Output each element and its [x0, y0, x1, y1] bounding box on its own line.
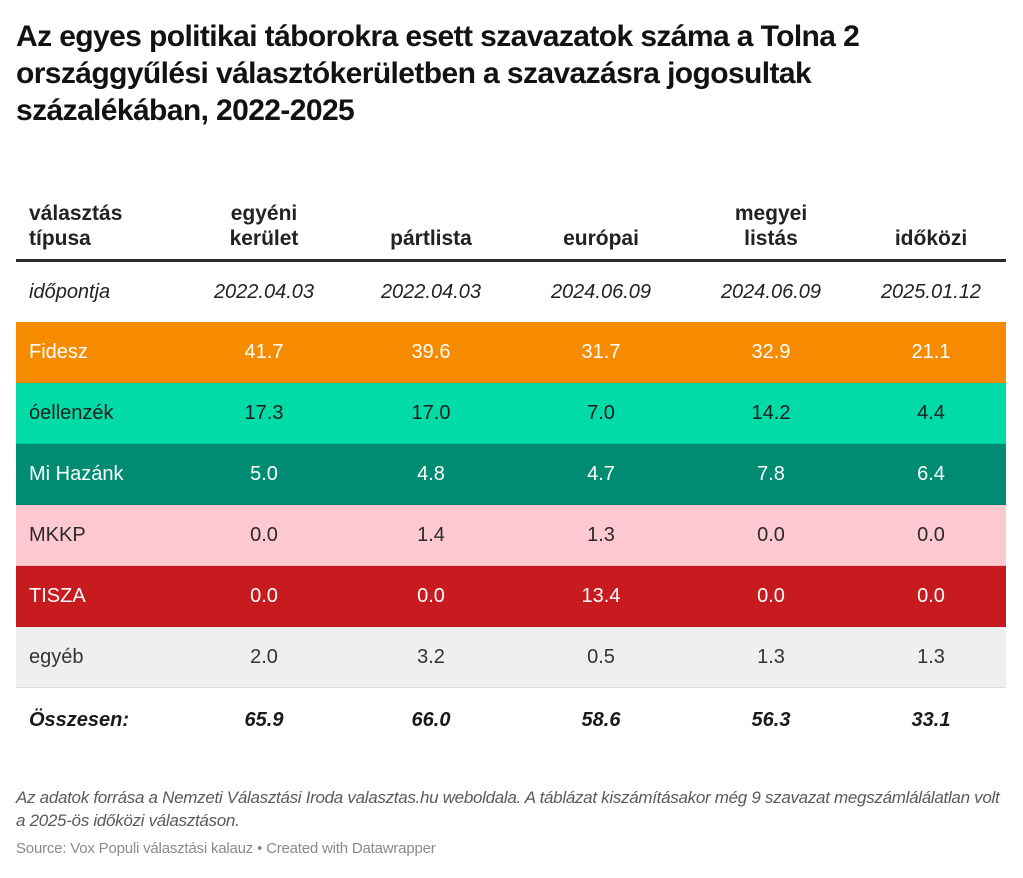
value-cell: 0.5 — [587, 645, 615, 668]
column-header-line2: pártlista — [390, 227, 472, 250]
value-cell: 0.0 — [417, 584, 445, 607]
date-cell: 2024.06.09 — [720, 280, 822, 303]
footnote: Az adatok forrása a Nemzeti Választási I… — [16, 788, 1000, 830]
party-name: TISZA — [29, 584, 86, 607]
column-header-line2: időközi — [894, 227, 968, 250]
party-name: MKKP — [29, 523, 86, 546]
source-credit: Source: Vox Populi választási kalauz • C… — [16, 840, 436, 857]
table-row: Fidesz 41.7 39.6 31.7 32.9 21.1 — [16, 322, 1006, 383]
value-cell: 14.2 — [751, 401, 791, 424]
header-label-line1: választás — [29, 202, 123, 225]
total-cell: 56.3 — [751, 708, 791, 731]
column-header[interactable]: európai — [516, 226, 686, 251]
column-header[interactable]: egyéni kerület — [182, 201, 346, 251]
value-cell: 0.0 — [250, 523, 278, 546]
value-cell: 39.6 — [411, 340, 451, 363]
date-cell: 2022.04.03 — [213, 280, 315, 303]
party-name: Fidesz — [29, 340, 88, 363]
column-header[interactable]: pártlista — [346, 226, 516, 251]
value-cell: 7.0 — [587, 401, 615, 424]
total-cell: 66.0 — [411, 708, 451, 731]
date-row: időpontja 2022.04.03 2022.04.03 2024.06.… — [16, 262, 1006, 322]
value-cell: 31.7 — [581, 340, 621, 363]
column-header-line1: egyéni — [230, 202, 298, 225]
total-cell: 58.6 — [581, 708, 621, 731]
value-cell: 21.1 — [911, 340, 951, 363]
table-row: TISZA 0.0 0.0 13.4 0.0 0.0 — [16, 566, 1006, 627]
column-header-line2: listás — [744, 227, 798, 250]
value-cell: 0.0 — [757, 523, 785, 546]
column-header[interactable]: megyei listás — [686, 201, 856, 251]
value-cell: 1.3 — [587, 523, 615, 546]
value-cell: 0.0 — [250, 584, 278, 607]
page-title: Az egyes politikai táborokra esett szava… — [16, 20, 860, 127]
value-cell: 1.3 — [917, 645, 945, 668]
party-name: egyéb — [29, 645, 84, 668]
total-label: Összesen: — [29, 708, 130, 731]
value-cell: 41.7 — [244, 340, 284, 363]
value-cell: 17.0 — [411, 401, 451, 424]
date-cell: 2025.01.12 — [880, 280, 982, 303]
header-label-line2: típusa — [29, 227, 91, 250]
value-cell: 5.0 — [250, 462, 278, 485]
table-row: óellenzék 17.3 17.0 7.0 14.2 4.4 — [16, 383, 1006, 444]
value-cell: 1.4 — [417, 523, 445, 546]
total-cell: 65.9 — [244, 708, 284, 731]
value-cell: 13.4 — [581, 584, 621, 607]
column-header[interactable]: időközi — [856, 226, 1006, 251]
table-row: MKKP 0.0 1.4 1.3 0.0 0.0 — [16, 505, 1006, 566]
value-cell: 0.0 — [917, 584, 945, 607]
value-cell: 4.4 — [917, 401, 945, 424]
table-row: Mi Hazánk 5.0 4.8 4.7 7.8 6.4 — [16, 444, 1006, 505]
party-name: Mi Hazánk — [29, 462, 124, 485]
value-cell: 3.2 — [417, 645, 445, 668]
value-cell: 0.0 — [917, 523, 945, 546]
table-row: egyéb 2.0 3.2 0.5 1.3 1.3 — [16, 627, 1006, 688]
results-table: választás típusa egyéni kerület pártlist… — [16, 188, 1006, 752]
party-name: óellenzék — [29, 401, 114, 424]
date-cell: 2022.04.03 — [380, 280, 482, 303]
value-cell: 32.9 — [751, 340, 791, 363]
table-header-row: választás típusa egyéni kerület pártlist… — [16, 188, 1006, 262]
column-header-line2: európai — [563, 227, 639, 250]
data-rows: Fidesz 41.7 39.6 31.7 32.9 21.1 óellenzék 17.3 1… — [16, 322, 1006, 688]
column-header-line2: kerület — [229, 227, 299, 250]
value-cell: 0.0 — [757, 584, 785, 607]
total-row: Összesen: 65.9 66.0 58.6 56.3 33.1 — [16, 688, 1006, 752]
value-cell: 2.0 — [250, 645, 278, 668]
column-header-line1: megyei — [734, 202, 808, 225]
value-cell: 17.3 — [244, 401, 284, 424]
value-cell: 4.7 — [587, 462, 615, 485]
value-cell: 1.3 — [757, 645, 785, 668]
total-cell: 33.1 — [911, 708, 951, 731]
date-cell: 2024.06.09 — [550, 280, 652, 303]
value-cell: 6.4 — [917, 462, 945, 485]
value-cell: 7.8 — [757, 462, 785, 485]
header-election-type: választás típusa — [16, 201, 182, 251]
date-row-label: időpontja — [29, 280, 111, 303]
value-cell: 4.8 — [417, 462, 445, 485]
